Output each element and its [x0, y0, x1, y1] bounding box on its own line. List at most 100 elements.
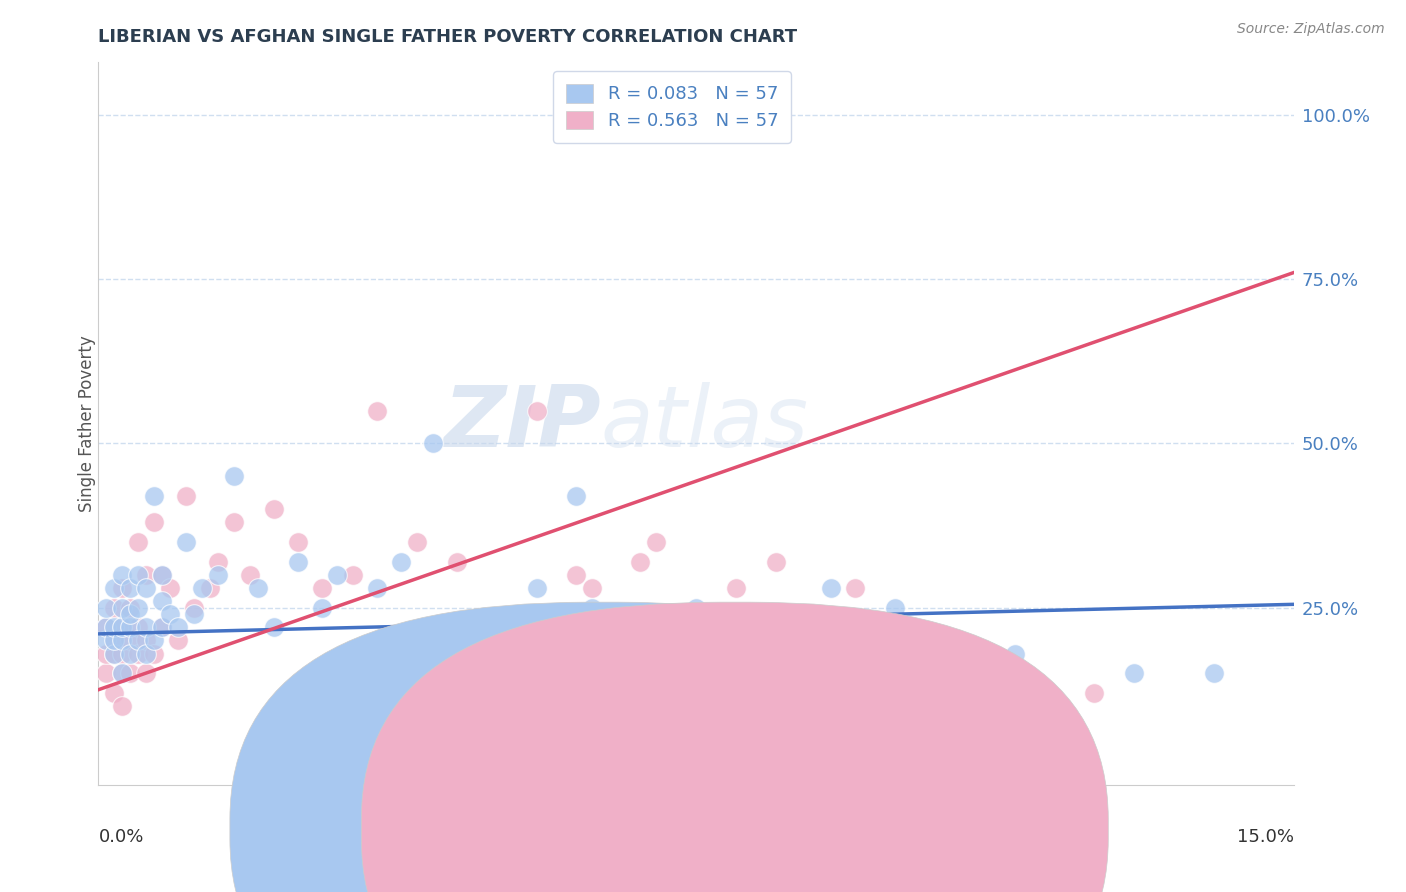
Point — [103, 647, 125, 661]
Point — [1004, 666, 1026, 681]
Point — [167, 620, 190, 634]
Point — [1202, 666, 1225, 681]
Point — [366, 581, 388, 595]
Point — [120, 647, 142, 661]
Point — [765, 555, 787, 569]
Point — [246, 581, 269, 595]
Point — [96, 666, 118, 681]
Point — [884, 600, 907, 615]
Point — [120, 581, 142, 595]
Point — [287, 555, 309, 569]
Point — [342, 567, 364, 582]
Point — [685, 647, 707, 661]
Text: LIBERIAN VS AFGHAN SINGLE FATHER POVERTY CORRELATION CHART: LIBERIAN VS AFGHAN SINGLE FATHER POVERTY… — [98, 28, 797, 45]
Point — [159, 607, 181, 622]
Point — [470, 620, 492, 634]
Point — [120, 633, 142, 648]
Point — [311, 581, 333, 595]
Text: atlas: atlas — [600, 382, 808, 466]
Point — [103, 633, 125, 648]
Point — [422, 436, 444, 450]
Point — [150, 567, 173, 582]
Point — [120, 620, 142, 634]
FancyBboxPatch shape — [361, 602, 1108, 892]
Point — [1123, 666, 1146, 681]
Point — [526, 581, 548, 595]
Point — [1083, 686, 1105, 700]
Point — [111, 647, 134, 661]
Point — [96, 600, 118, 615]
Point — [111, 699, 134, 714]
Point — [326, 567, 349, 582]
Point — [127, 633, 149, 648]
Point — [135, 581, 157, 595]
Point — [174, 535, 197, 549]
Point — [120, 607, 142, 622]
FancyBboxPatch shape — [231, 602, 977, 892]
Point — [207, 567, 229, 582]
Point — [724, 581, 747, 595]
Point — [311, 600, 333, 615]
Point — [724, 633, 747, 648]
Point — [820, 581, 842, 595]
Text: 15.0%: 15.0% — [1236, 829, 1294, 847]
Point — [207, 555, 229, 569]
Point — [167, 633, 190, 648]
Point — [884, 633, 907, 648]
Point — [765, 108, 787, 122]
Point — [96, 647, 118, 661]
Point — [127, 567, 149, 582]
Point — [111, 620, 134, 634]
Point — [111, 567, 134, 582]
Point — [103, 647, 125, 661]
Point — [287, 535, 309, 549]
Text: Liberians: Liberians — [621, 827, 697, 845]
Point — [628, 555, 651, 569]
Point — [120, 666, 142, 681]
Point — [628, 620, 651, 634]
Point — [183, 600, 205, 615]
Point — [222, 515, 245, 529]
Point — [565, 567, 588, 582]
Point — [389, 555, 412, 569]
Point — [143, 647, 166, 661]
Point — [765, 620, 787, 634]
Point — [111, 633, 134, 648]
Point — [685, 600, 707, 615]
Point — [565, 489, 588, 503]
Point — [804, 620, 827, 634]
Point — [263, 620, 285, 634]
Point — [645, 535, 668, 549]
Point — [103, 600, 125, 615]
Text: Afghans: Afghans — [754, 827, 820, 845]
Text: Source: ZipAtlas.com: Source: ZipAtlas.com — [1237, 22, 1385, 37]
Point — [789, 647, 811, 661]
Point — [446, 555, 468, 569]
Point — [485, 647, 508, 661]
Point — [103, 633, 125, 648]
Point — [111, 666, 134, 681]
Point — [135, 567, 157, 582]
Point — [844, 581, 866, 595]
Point — [127, 535, 149, 549]
Point — [143, 633, 166, 648]
Point — [844, 620, 866, 634]
Point — [120, 600, 142, 615]
Point — [198, 581, 221, 595]
Point — [150, 594, 173, 608]
Point — [948, 647, 970, 661]
Point — [111, 620, 134, 634]
Point — [150, 620, 173, 634]
Point — [103, 581, 125, 595]
Point — [96, 620, 118, 634]
Point — [526, 403, 548, 417]
Legend: R = 0.083   N = 57, R = 0.563   N = 57: R = 0.083 N = 57, R = 0.563 N = 57 — [554, 71, 790, 143]
Point — [127, 600, 149, 615]
Point — [135, 633, 157, 648]
Point — [948, 633, 970, 648]
Point — [222, 469, 245, 483]
Point — [143, 489, 166, 503]
Point — [1004, 647, 1026, 661]
Point — [174, 489, 197, 503]
Point — [111, 581, 134, 595]
